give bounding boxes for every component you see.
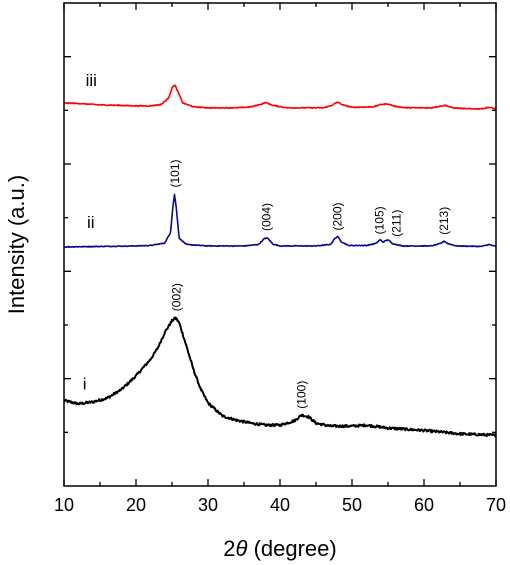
peak-label: (100)	[295, 381, 309, 409]
series-label-iii: iii	[86, 71, 97, 90]
peak-label: (105)	[372, 206, 386, 234]
x-tick-label: 60	[414, 495, 434, 515]
y-axis-title: Intensity (a.u.)	[4, 175, 29, 314]
peak-label: (213)	[437, 207, 451, 235]
x-axis-title-prefix: 2	[223, 536, 235, 561]
series-label-ii: ii	[87, 213, 95, 232]
peak-label: (101)	[168, 159, 182, 187]
x-tick-label: 70	[486, 495, 506, 515]
peak-label: (002)	[169, 283, 183, 311]
series-label-i: i	[83, 374, 87, 393]
x-tick-label: 50	[342, 495, 362, 515]
series-line-ii	[63, 193, 497, 249]
plot-frame	[63, 2, 497, 487]
series-layer	[63, 84, 497, 438]
peak-label: (200)	[331, 202, 345, 230]
peak-label: (211)	[390, 210, 404, 237]
x-axis-title-unit: (degree)	[247, 536, 336, 561]
series-line-i	[63, 316, 497, 438]
peak-label: (004)	[259, 203, 273, 231]
x-tick-label: 10	[54, 495, 74, 515]
x-axis-title-symbol: θ	[236, 536, 248, 561]
series-line-iii	[63, 84, 497, 110]
x-axis-title: 2θ (degree)	[223, 536, 336, 561]
axes-layer	[63, 2, 497, 487]
x-tick-label: 30	[198, 495, 218, 515]
text-layer: 10 20 30 40 50 60 70 2θ (degree) Intensity (a.u.…	[4, 71, 506, 561]
x-tick-label: 20	[126, 495, 146, 515]
x-tick-label: 40	[270, 495, 290, 515]
